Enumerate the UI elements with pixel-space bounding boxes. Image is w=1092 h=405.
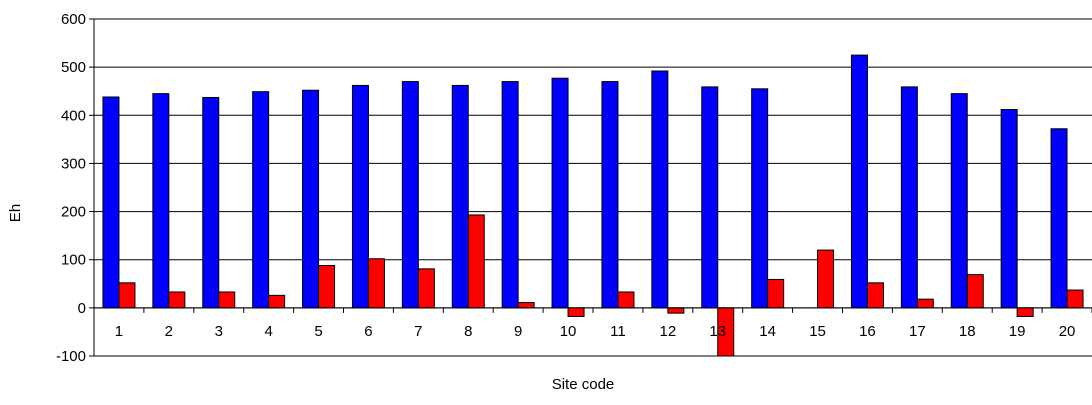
bar bbox=[866, 282, 884, 309]
axes bbox=[89, 18, 1092, 357]
bar bbox=[1066, 289, 1084, 309]
bar bbox=[850, 54, 868, 309]
bar bbox=[767, 278, 785, 309]
bar bbox=[351, 84, 369, 309]
bar bbox=[701, 86, 719, 309]
x-tick-label: 13 bbox=[709, 323, 726, 340]
bar bbox=[551, 77, 569, 309]
x-tick-label: 7 bbox=[414, 323, 422, 340]
bar bbox=[451, 84, 469, 309]
bar bbox=[417, 268, 435, 309]
bar bbox=[252, 91, 270, 309]
x-tick-label: 18 bbox=[959, 323, 976, 340]
y-tick-label: 600 bbox=[61, 11, 86, 28]
bars bbox=[102, 54, 1084, 357]
bar bbox=[1050, 128, 1068, 309]
x-tick-label: 17 bbox=[909, 323, 926, 340]
x-tick-label: 15 bbox=[809, 323, 826, 340]
bar bbox=[501, 81, 519, 309]
x-tick-label: 9 bbox=[514, 323, 522, 340]
bar bbox=[367, 258, 385, 309]
y-tick-label: 0 bbox=[78, 300, 86, 317]
bar bbox=[900, 86, 918, 309]
bar bbox=[467, 214, 485, 309]
x-tick-label: 4 bbox=[264, 323, 272, 340]
x-tick-label: 14 bbox=[759, 323, 776, 340]
bar bbox=[302, 89, 320, 309]
bar bbox=[517, 302, 535, 309]
bar bbox=[152, 93, 170, 309]
bar bbox=[401, 81, 419, 309]
x-tick-label: 16 bbox=[859, 323, 876, 340]
bar bbox=[966, 274, 984, 309]
bar bbox=[617, 291, 635, 309]
y-tick-label: 400 bbox=[61, 107, 86, 124]
x-tick-label: 19 bbox=[1009, 323, 1026, 340]
bar bbox=[1016, 307, 1034, 318]
x-tick-label: 12 bbox=[660, 323, 677, 340]
x-tick-label: 11 bbox=[610, 323, 626, 340]
bar bbox=[950, 93, 968, 309]
bar bbox=[1000, 109, 1018, 309]
gridlines bbox=[94, 18, 1092, 309]
x-tick-label: 10 bbox=[560, 323, 577, 340]
y-tick-label: 100 bbox=[61, 252, 86, 269]
bar bbox=[601, 81, 619, 309]
bar bbox=[817, 249, 835, 309]
x-tick-label: 2 bbox=[165, 323, 173, 340]
y-tick-label: -100 bbox=[56, 348, 86, 365]
bar bbox=[102, 96, 120, 309]
x-tick-label: 1 bbox=[115, 323, 123, 340]
bar bbox=[268, 294, 286, 309]
bar bbox=[168, 291, 186, 309]
y-tick-label: 500 bbox=[61, 59, 86, 76]
y-tick-label: 300 bbox=[61, 155, 86, 172]
bar bbox=[567, 307, 585, 318]
x-tick-label: 3 bbox=[215, 323, 223, 340]
bar bbox=[916, 298, 934, 309]
x-tick-label: 5 bbox=[314, 323, 322, 340]
bar bbox=[218, 291, 236, 309]
x-tick-label: 8 bbox=[464, 323, 472, 340]
bar bbox=[318, 264, 336, 309]
x-tick-label: 20 bbox=[1059, 323, 1076, 340]
y-tick-label: 200 bbox=[61, 204, 86, 221]
bar bbox=[751, 88, 769, 309]
bar bbox=[667, 307, 685, 314]
bar bbox=[202, 96, 220, 309]
x-axis-label: Site code bbox=[552, 376, 615, 393]
y-axis-label: Eh bbox=[7, 204, 24, 222]
x-tick-label: 6 bbox=[364, 323, 372, 340]
bar bbox=[118, 282, 136, 309]
bar bbox=[651, 70, 669, 309]
